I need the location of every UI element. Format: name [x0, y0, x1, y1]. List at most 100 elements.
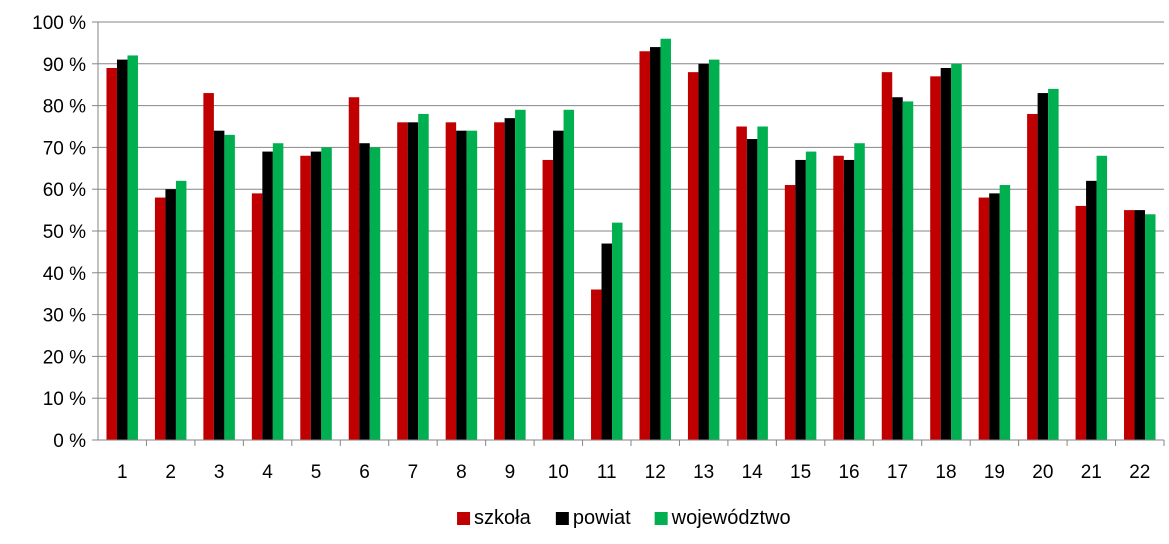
bar-szkoła-20 [1027, 113, 1038, 441]
bar-województwo-16 [854, 143, 865, 440]
x-tick-label: 21 [1081, 462, 1102, 483]
x-tick-label: 17 [887, 462, 908, 483]
bar-województwo-3 [224, 134, 235, 441]
bar-szkoła-12 [639, 51, 650, 440]
bar-powiat-9 [504, 118, 516, 440]
bar-powiat-20 [1037, 93, 1049, 440]
x-tick-label: 9 [505, 462, 516, 483]
x-tick-label: 20 [1032, 462, 1053, 483]
bar-województwo-2 [175, 180, 187, 440]
x-tick-label: 10 [548, 462, 569, 483]
bar-województwo-13 [708, 59, 720, 441]
bar-województwo-14 [757, 126, 768, 440]
x-tick-label: 14 [742, 462, 764, 483]
x-tick-label: 16 [838, 462, 859, 483]
x-tick-label: 12 [645, 462, 666, 483]
bar-szkoła-18 [930, 76, 941, 440]
bar-szkoła-2 [154, 197, 166, 440]
bar-powiat-5 [310, 151, 322, 440]
x-tick-label: 4 [262, 462, 273, 483]
x-tick-label: 1 [117, 462, 128, 483]
bar-szkoła-13 [687, 72, 699, 440]
x-tick-label: 11 [597, 462, 617, 483]
legend-label: województwo [671, 507, 791, 529]
bar-województwo-11 [612, 222, 623, 440]
x-tick-label: 18 [935, 462, 956, 483]
legend-swatch [654, 512, 668, 525]
x-tick-label: 7 [408, 462, 419, 483]
bars [106, 38, 1156, 441]
y-tick-label: 70 % [43, 138, 86, 159]
bar-powiat-13 [698, 63, 709, 441]
bar-województwo-9 [515, 109, 526, 440]
bar-województwo-21 [1096, 155, 1108, 440]
bar-powiat-17 [892, 97, 903, 441]
axes: 0 % 10 % 20 % 30 % 40 % 50 % 60 % 70 % 80 % 90 % 1… [32, 13, 1165, 483]
bar-województwo-1 [127, 55, 138, 440]
y-tick-label: 80 % [43, 97, 86, 118]
bar-powiat-15 [795, 159, 806, 440]
legend-swatch [457, 512, 471, 525]
bar-powiat-6 [359, 143, 370, 440]
bar-województwo-5 [321, 147, 332, 440]
x-tick-label: 2 [165, 462, 176, 483]
bar-powiat-1 [116, 59, 128, 441]
bar-szkoła-6 [348, 97, 360, 441]
bar-szkoła-9 [494, 122, 505, 440]
bar-szkoła-16 [833, 155, 844, 440]
y-tick-label: 0 % [53, 431, 86, 452]
bar-województwo-19 [999, 185, 1011, 440]
legend-item-powiat: powiat [555, 507, 631, 529]
x-tick-label: 5 [311, 462, 322, 483]
bar-powiat-22 [1134, 210, 1146, 440]
y-tick-label: 60 % [43, 180, 86, 201]
bar-szkoła-5 [300, 155, 311, 440]
legend-label: powiat [573, 507, 631, 529]
bar-województwo-18 [951, 63, 962, 441]
bar-województwo-17 [902, 101, 914, 441]
bar-szkoła-17 [881, 72, 893, 440]
bar-województwo-8 [466, 130, 478, 440]
bar-województwo-10 [563, 109, 575, 440]
bar-szkoła-1 [106, 67, 117, 440]
bar-szkoła-7 [397, 122, 408, 440]
bar-szkoła-14 [736, 126, 747, 440]
bar-województwo-22 [1145, 214, 1156, 440]
bar-szkoła-8 [445, 122, 457, 440]
bar-powiat-4 [262, 151, 273, 440]
legend: szkoła powiat województwo [457, 507, 791, 529]
x-tick-label: 15 [790, 462, 811, 483]
bar-powiat-14 [746, 139, 758, 441]
bar-województwo-20 [1048, 88, 1059, 440]
x-tick-label: 6 [359, 462, 370, 483]
x-tick-label: 8 [456, 462, 467, 483]
bar-powiat-18 [940, 67, 952, 440]
bar-powiat-7 [407, 122, 419, 440]
bar-szkoła-11 [591, 289, 602, 440]
x-tick-label: 22 [1129, 462, 1150, 483]
y-tick-label: 20 % [43, 347, 86, 368]
bar-powiat-3 [213, 130, 225, 440]
y-tick-label: 50 % [43, 222, 86, 243]
bar-szkoła-21 [1075, 205, 1087, 440]
bar-województwo-7 [418, 113, 429, 441]
bar-powiat-2 [165, 189, 176, 440]
bar-województwo-12 [660, 38, 671, 440]
y-tick-label: 90 % [43, 55, 86, 76]
legend-item-szkoła: szkoła [457, 507, 532, 529]
bar-powiat-16 [843, 159, 855, 440]
bar-szkoła-3 [203, 93, 214, 440]
legend-swatch [555, 512, 569, 525]
legend-item-województwo: województwo [654, 507, 791, 529]
y-tick-label: 30 % [43, 306, 86, 327]
bar-powiat-19 [989, 193, 1000, 440]
bar-powiat-12 [649, 47, 661, 440]
x-tick-label: 3 [214, 462, 225, 483]
bar-województwo-15 [805, 151, 817, 440]
bar-województwo-4 [272, 143, 284, 440]
bar-szkoła-4 [251, 193, 263, 440]
bar-powiat-21 [1086, 180, 1097, 440]
bar-powiat-8 [456, 130, 467, 440]
bar-szkoła-19 [978, 197, 990, 440]
